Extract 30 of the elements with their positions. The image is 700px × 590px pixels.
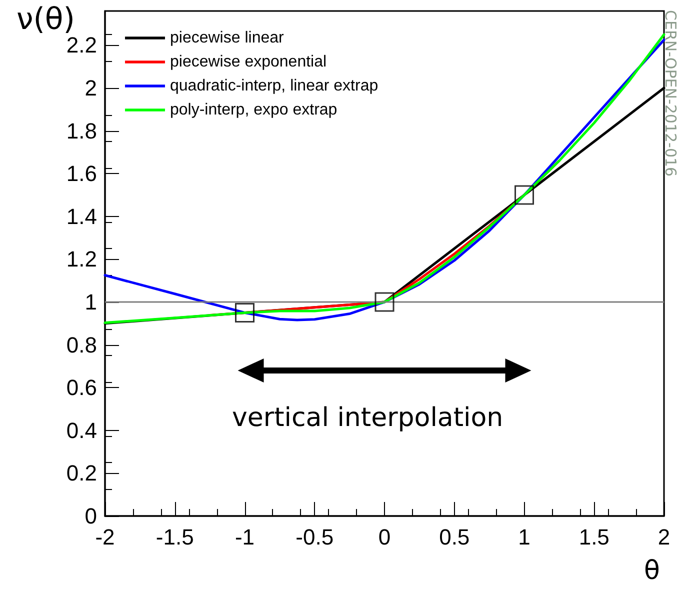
x-tick-label: 1.5 (578, 524, 610, 550)
annotation: vertical interpolation (232, 403, 504, 433)
x-tick-label: 2 (658, 524, 670, 550)
legend-label: quadratic-interp, linear extrap (170, 78, 378, 94)
x-tick-label: -0.5 (296, 524, 334, 550)
x-tick-label: -1.5 (156, 524, 194, 550)
annotation: CERN-OPEN-2012-016 (662, 10, 680, 177)
y-tick-label: 0.6 (66, 375, 97, 400)
y-tick-label: 2 (84, 76, 97, 101)
y-tick-label: 0.2 (66, 460, 97, 486)
y-tick-label: 1.2 (66, 246, 97, 272)
y-tick-label: 1.6 (66, 161, 97, 186)
x-tick-label: 0.5 (439, 524, 470, 550)
x-tick-label: -2 (95, 524, 115, 550)
y-tick-label: 0.8 (66, 332, 97, 358)
legend-label: poly-interp, expo extrap (170, 102, 338, 118)
legend-label: piecewise exponential (170, 54, 327, 70)
legend-label: piecewise linear (170, 30, 285, 46)
point (235, 302, 254, 322)
x-tick-label: -1 (234, 524, 255, 550)
y-tick-label: 1.8 (66, 118, 97, 144)
x-axis-title: θ (644, 556, 660, 586)
y-tick-label: 1.4 (66, 204, 97, 229)
x-tick-label: 1 (518, 524, 530, 550)
point (374, 292, 394, 312)
x-tick-label: 0 (378, 524, 391, 550)
y-tick-label: 1 (84, 290, 97, 315)
point (514, 185, 534, 205)
y-tick-label: 0.4 (66, 418, 97, 443)
y-tick-label: 0 (84, 504, 97, 528)
